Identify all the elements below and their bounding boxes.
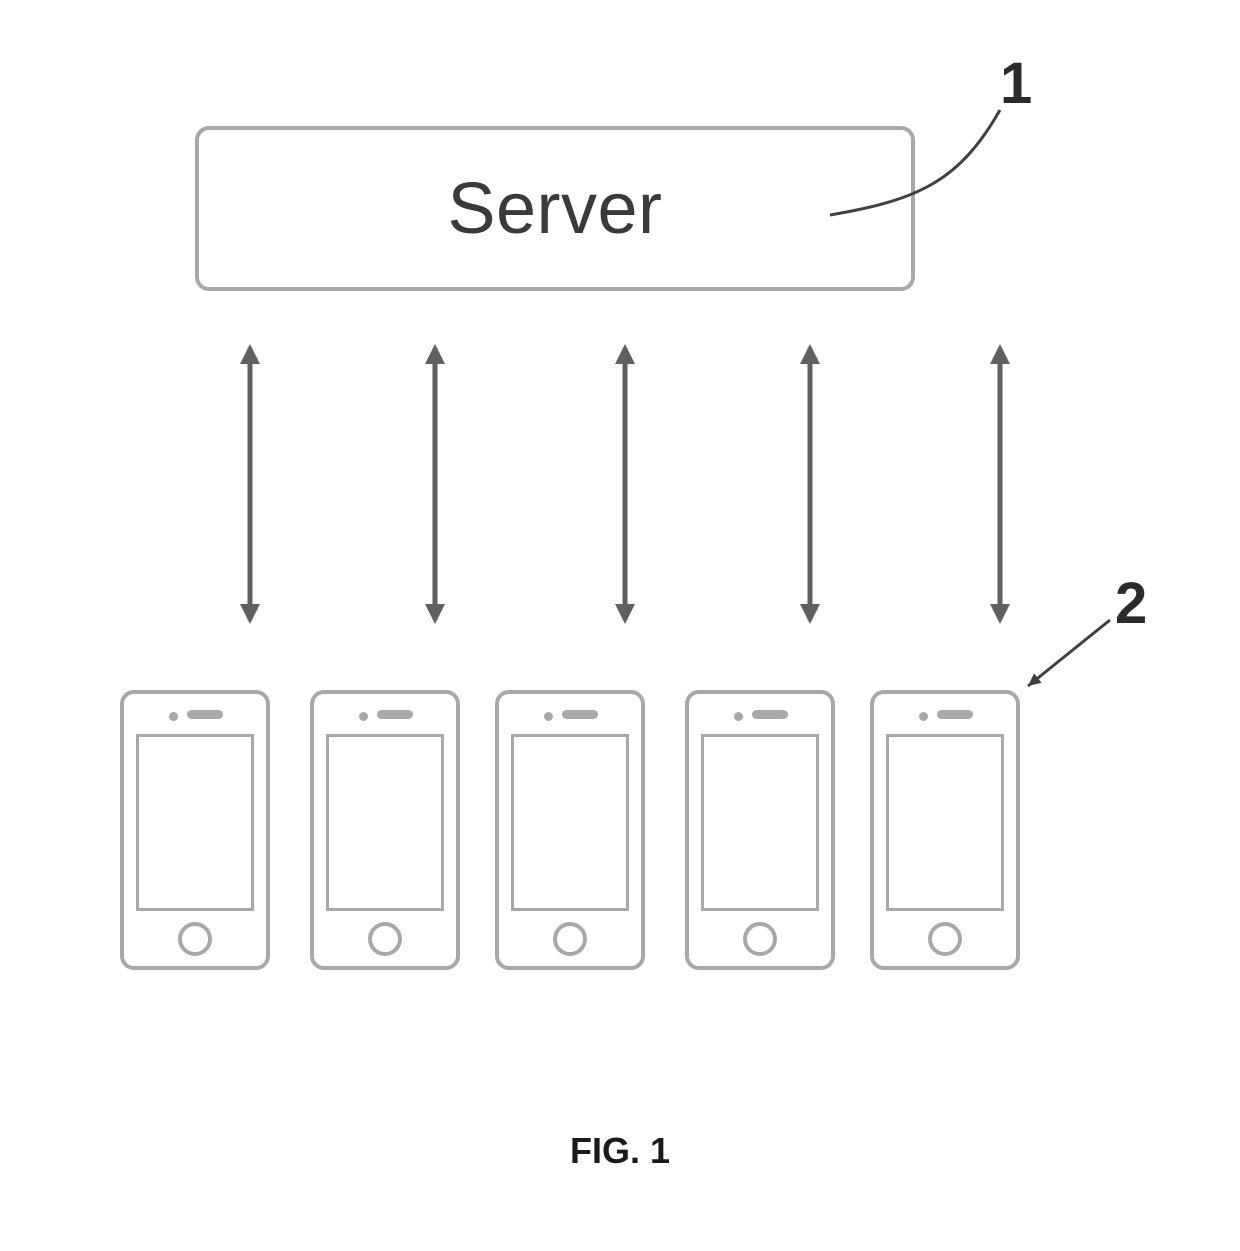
phone-camera-icon <box>169 712 178 721</box>
phone-device <box>870 690 1020 970</box>
phone-camera-icon <box>359 712 368 721</box>
figure-caption: FIG. 1 <box>520 1130 720 1172</box>
phone-home-button-icon <box>743 922 777 956</box>
phone-device <box>310 690 460 970</box>
phone-device <box>120 690 270 970</box>
phone-speaker-icon <box>562 710 598 719</box>
phone-screen <box>326 734 444 911</box>
phone-camera-icon <box>734 712 743 721</box>
figure-canvas: Server 1 2 FIG. 1 <box>0 0 1240 1251</box>
annotation-2: 2 <box>1115 570 1147 637</box>
phone-speaker-icon <box>937 710 973 719</box>
phone-device <box>495 690 645 970</box>
phone-screen <box>136 734 254 911</box>
phone-home-button-icon <box>368 922 402 956</box>
phone-home-button-icon <box>178 922 212 956</box>
server-label: Server <box>447 168 662 250</box>
phone-home-button-icon <box>928 922 962 956</box>
phone-screen <box>886 734 1004 911</box>
phone-speaker-icon <box>187 710 223 719</box>
annotation-1-text: 1 <box>1000 51 1032 116</box>
phone-camera-icon <box>544 712 553 721</box>
phone-screen <box>701 734 819 911</box>
phone-speaker-icon <box>377 710 413 719</box>
phone-speaker-icon <box>752 710 788 719</box>
phone-home-button-icon <box>553 922 587 956</box>
annotation-1: 1 <box>1000 50 1032 117</box>
phone-camera-icon <box>919 712 928 721</box>
phone-screen <box>511 734 629 911</box>
phone-device <box>685 690 835 970</box>
figure-caption-text: FIG. 1 <box>570 1130 670 1171</box>
annotation-2-text: 2 <box>1115 571 1147 636</box>
server-box: Server <box>195 126 915 291</box>
